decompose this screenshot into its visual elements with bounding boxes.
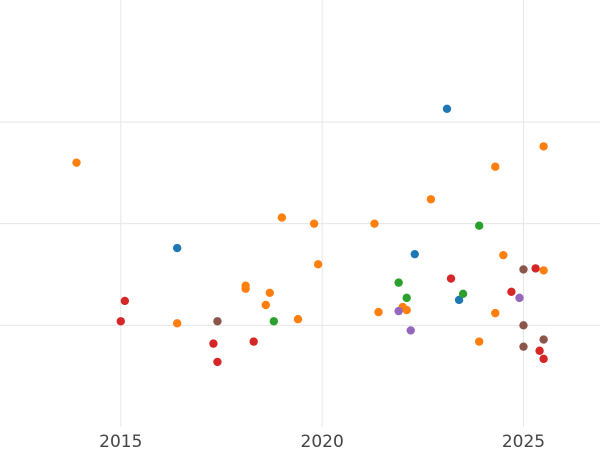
data-point bbox=[213, 317, 222, 326]
data-point bbox=[374, 307, 383, 317]
data-point bbox=[539, 354, 548, 364]
data-point bbox=[265, 288, 274, 297]
data-point bbox=[394, 306, 403, 316]
data-point bbox=[499, 250, 508, 260]
x-tick-label: 2025 bbox=[502, 432, 545, 450]
data-point bbox=[209, 339, 218, 348]
data-point bbox=[491, 308, 500, 318]
data-point bbox=[269, 317, 279, 326]
data-point bbox=[120, 296, 130, 306]
data-point bbox=[539, 142, 548, 151]
data-point bbox=[535, 346, 544, 355]
data-point bbox=[454, 295, 464, 305]
grid bbox=[0, 0, 600, 427]
data-point bbox=[406, 326, 415, 335]
x-tick-label: 2015 bbox=[99, 432, 142, 450]
data-point bbox=[442, 104, 452, 113]
data-point bbox=[370, 219, 379, 228]
data-point bbox=[277, 213, 287, 222]
data-point bbox=[313, 260, 323, 269]
data-point bbox=[241, 284, 250, 293]
data-point bbox=[474, 221, 484, 230]
data-point bbox=[519, 265, 528, 274]
data-point bbox=[446, 274, 456, 283]
data-point bbox=[213, 357, 222, 367]
data-point bbox=[410, 249, 419, 259]
data-point bbox=[507, 287, 516, 296]
data-point bbox=[539, 266, 548, 275]
data-point bbox=[309, 219, 319, 228]
data-point bbox=[172, 243, 182, 253]
data-point bbox=[515, 293, 524, 303]
data-points bbox=[72, 104, 548, 367]
data-point bbox=[394, 278, 403, 287]
x-tick-label: 2020 bbox=[301, 432, 344, 450]
x-axis-ticks: 2015 2020 2025 bbox=[99, 432, 545, 450]
data-point bbox=[458, 289, 468, 299]
data-point bbox=[72, 158, 81, 167]
data-point bbox=[539, 335, 548, 344]
data-point bbox=[116, 317, 126, 326]
data-point bbox=[293, 315, 303, 324]
data-point bbox=[402, 305, 411, 315]
data-point bbox=[172, 319, 182, 328]
data-point bbox=[519, 321, 528, 330]
data-point bbox=[249, 337, 258, 346]
data-point bbox=[519, 342, 528, 351]
data-point bbox=[531, 264, 540, 273]
data-point bbox=[261, 300, 270, 310]
data-point bbox=[491, 162, 500, 171]
data-point bbox=[402, 293, 411, 303]
data-point bbox=[474, 337, 484, 346]
data-point bbox=[426, 195, 436, 204]
